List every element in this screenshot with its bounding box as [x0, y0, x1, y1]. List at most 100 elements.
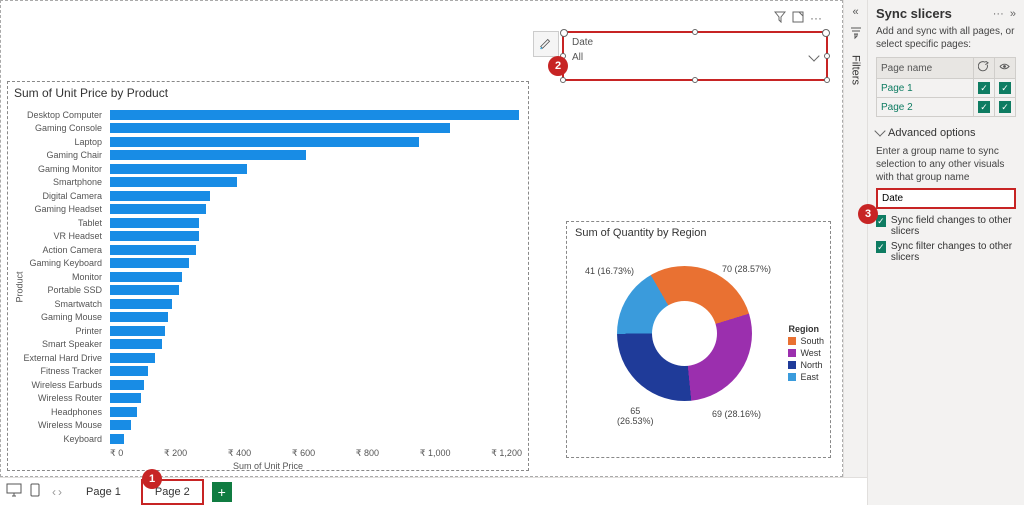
bar-fill [110, 272, 182, 282]
legend-item[interactable]: South [788, 336, 824, 346]
paintbrush-icon [539, 36, 553, 53]
focus-mode-icon[interactable] [792, 11, 804, 26]
bar-chart-visual[interactable]: Sum of Unit Price by Product Product Des… [7, 81, 529, 471]
bar-row[interactable]: Gaming Console [110, 122, 522, 136]
bar-label: Wireless Earbuds [8, 380, 106, 390]
donut-hole [652, 301, 717, 366]
bar-row[interactable]: Gaming Headset [110, 203, 522, 217]
group-name-input[interactable] [876, 188, 1016, 209]
bar-row[interactable]: Keyboard [110, 432, 522, 446]
bar-row[interactable]: Laptop [110, 135, 522, 149]
bar-row[interactable]: Smartwatch [110, 297, 522, 311]
bar-label: Action Camera [8, 245, 106, 255]
bar-label: Smart Speaker [8, 339, 106, 349]
filters-pane-collapsed[interactable]: « Filters [843, 0, 867, 477]
sync-title: Sync slicers [876, 6, 952, 21]
sync-filter-changes-checkbox[interactable]: ✓Sync filter changes to other slicers [876, 241, 1016, 263]
x-tick: ₹ 1,000 [420, 448, 451, 459]
sync-row-page2[interactable]: Page 2 ✓ ✓ [877, 98, 1016, 117]
bar-fill [110, 164, 247, 174]
bar-row[interactable]: Gaming Mouse [110, 311, 522, 325]
bar-fill [110, 258, 189, 268]
visible-column-icon [995, 58, 1016, 79]
mobile-view-icon[interactable] [30, 483, 40, 500]
callout-2: 2 [548, 56, 568, 76]
bar-fill [110, 110, 519, 120]
legend-label: West [800, 348, 820, 358]
bar-row[interactable]: Printer [110, 324, 522, 338]
sync-row-page1[interactable]: Page 1 ✓ ✓ [877, 79, 1016, 98]
filter-icon[interactable] [774, 11, 786, 26]
bar-fill [110, 366, 148, 376]
bar-label: Smartphone [8, 177, 106, 187]
bar-label: VR Headset [8, 231, 106, 241]
bar-row[interactable]: Gaming Chair [110, 149, 522, 163]
sync-checkbox[interactable]: ✓ [978, 101, 990, 113]
bar-label: Printer [8, 326, 106, 336]
bar-label: Desktop Computer [8, 110, 106, 120]
chevron-down-icon [874, 125, 885, 136]
bar-label: External Hard Drive [8, 353, 106, 363]
format-visual-button[interactable] [533, 31, 559, 57]
legend-item[interactable]: East [788, 372, 824, 382]
bar-fill [110, 420, 131, 430]
legend-item[interactable]: North [788, 360, 824, 370]
bar-row[interactable]: Headphones [110, 405, 522, 419]
bar-row[interactable]: Gaming Keyboard [110, 257, 522, 271]
bar-row[interactable]: Wireless Router [110, 392, 522, 406]
date-slicer[interactable]: Date All [562, 31, 828, 81]
bar-row[interactable]: Tablet [110, 216, 522, 230]
bar-label: Laptop [8, 137, 106, 147]
bar-row[interactable]: Fitness Tracker [110, 365, 522, 379]
advanced-options-toggle[interactable]: Advanced options [876, 127, 1016, 139]
bar-fill [110, 407, 137, 417]
sync-checkbox[interactable]: ✓ [978, 82, 990, 94]
bar-fill [110, 177, 237, 187]
expand-icon[interactable]: « [852, 6, 858, 18]
donut-chart-visual[interactable]: Sum of Quantity by Region 70 (28.57%) 69… [566, 221, 831, 458]
advanced-options-text: Enter a group name to sync selection to … [876, 145, 1016, 184]
legend-swatch [788, 337, 796, 345]
sync-field-changes-checkbox[interactable]: ✓Sync field changes to other slicers [876, 215, 1016, 237]
x-tick: ₹ 600 [292, 448, 315, 459]
bar-label: Headphones [8, 407, 106, 417]
bar-row[interactable]: Monitor [110, 270, 522, 284]
tab-nav-arrows[interactable]: ‹› [52, 485, 62, 499]
visible-checkbox[interactable]: ✓ [999, 101, 1011, 113]
bar-row[interactable]: Digital Camera [110, 189, 522, 203]
bar-row[interactable]: Portable SSD [110, 284, 522, 298]
pane-options[interactable]: ··· » [993, 8, 1016, 20]
bar-row[interactable]: Wireless Mouse [110, 419, 522, 433]
x-tick: ₹ 200 [164, 448, 187, 459]
bar-row[interactable]: External Hard Drive [110, 351, 522, 365]
donut-label-east: 41 (16.73%) [585, 266, 634, 276]
desktop-view-icon[interactable] [6, 483, 22, 500]
add-page-button[interactable]: + [212, 482, 232, 502]
bar-row[interactable]: Smartphone [110, 176, 522, 190]
tab-page1[interactable]: Page 1 [74, 481, 133, 503]
x-tick: ₹ 800 [356, 448, 379, 459]
chevron-down-icon[interactable] [808, 50, 819, 61]
bar-row[interactable]: Gaming Monitor [110, 162, 522, 176]
bar-fill [110, 393, 141, 403]
bar-fill [110, 353, 155, 363]
legend-item[interactable]: West [788, 348, 824, 358]
bar-row[interactable]: Smart Speaker [110, 338, 522, 352]
bar-fill [110, 434, 124, 444]
legend-title: Region [788, 324, 824, 334]
donut-label-west: 69 (28.16%) [712, 409, 761, 419]
bar-fill [110, 299, 172, 309]
more-options-icon[interactable]: ··· [810, 11, 822, 26]
legend-label: North [800, 360, 822, 370]
bar-label: Digital Camera [8, 191, 106, 201]
sync-slicers-pane: Sync slicers ··· » Add and sync with all… [867, 0, 1024, 505]
visible-checkbox[interactable]: ✓ [999, 82, 1011, 94]
bar-label: Tablet [8, 218, 106, 228]
bar-row[interactable]: Desktop Computer [110, 108, 522, 122]
bar-row[interactable]: VR Headset [110, 230, 522, 244]
bar-label: Gaming Keyboard [8, 258, 106, 268]
bar-row[interactable]: Action Camera [110, 243, 522, 257]
page-link[interactable]: Page 2 [877, 98, 974, 117]
bar-row[interactable]: Wireless Earbuds [110, 378, 522, 392]
page-link[interactable]: Page 1 [877, 79, 974, 98]
